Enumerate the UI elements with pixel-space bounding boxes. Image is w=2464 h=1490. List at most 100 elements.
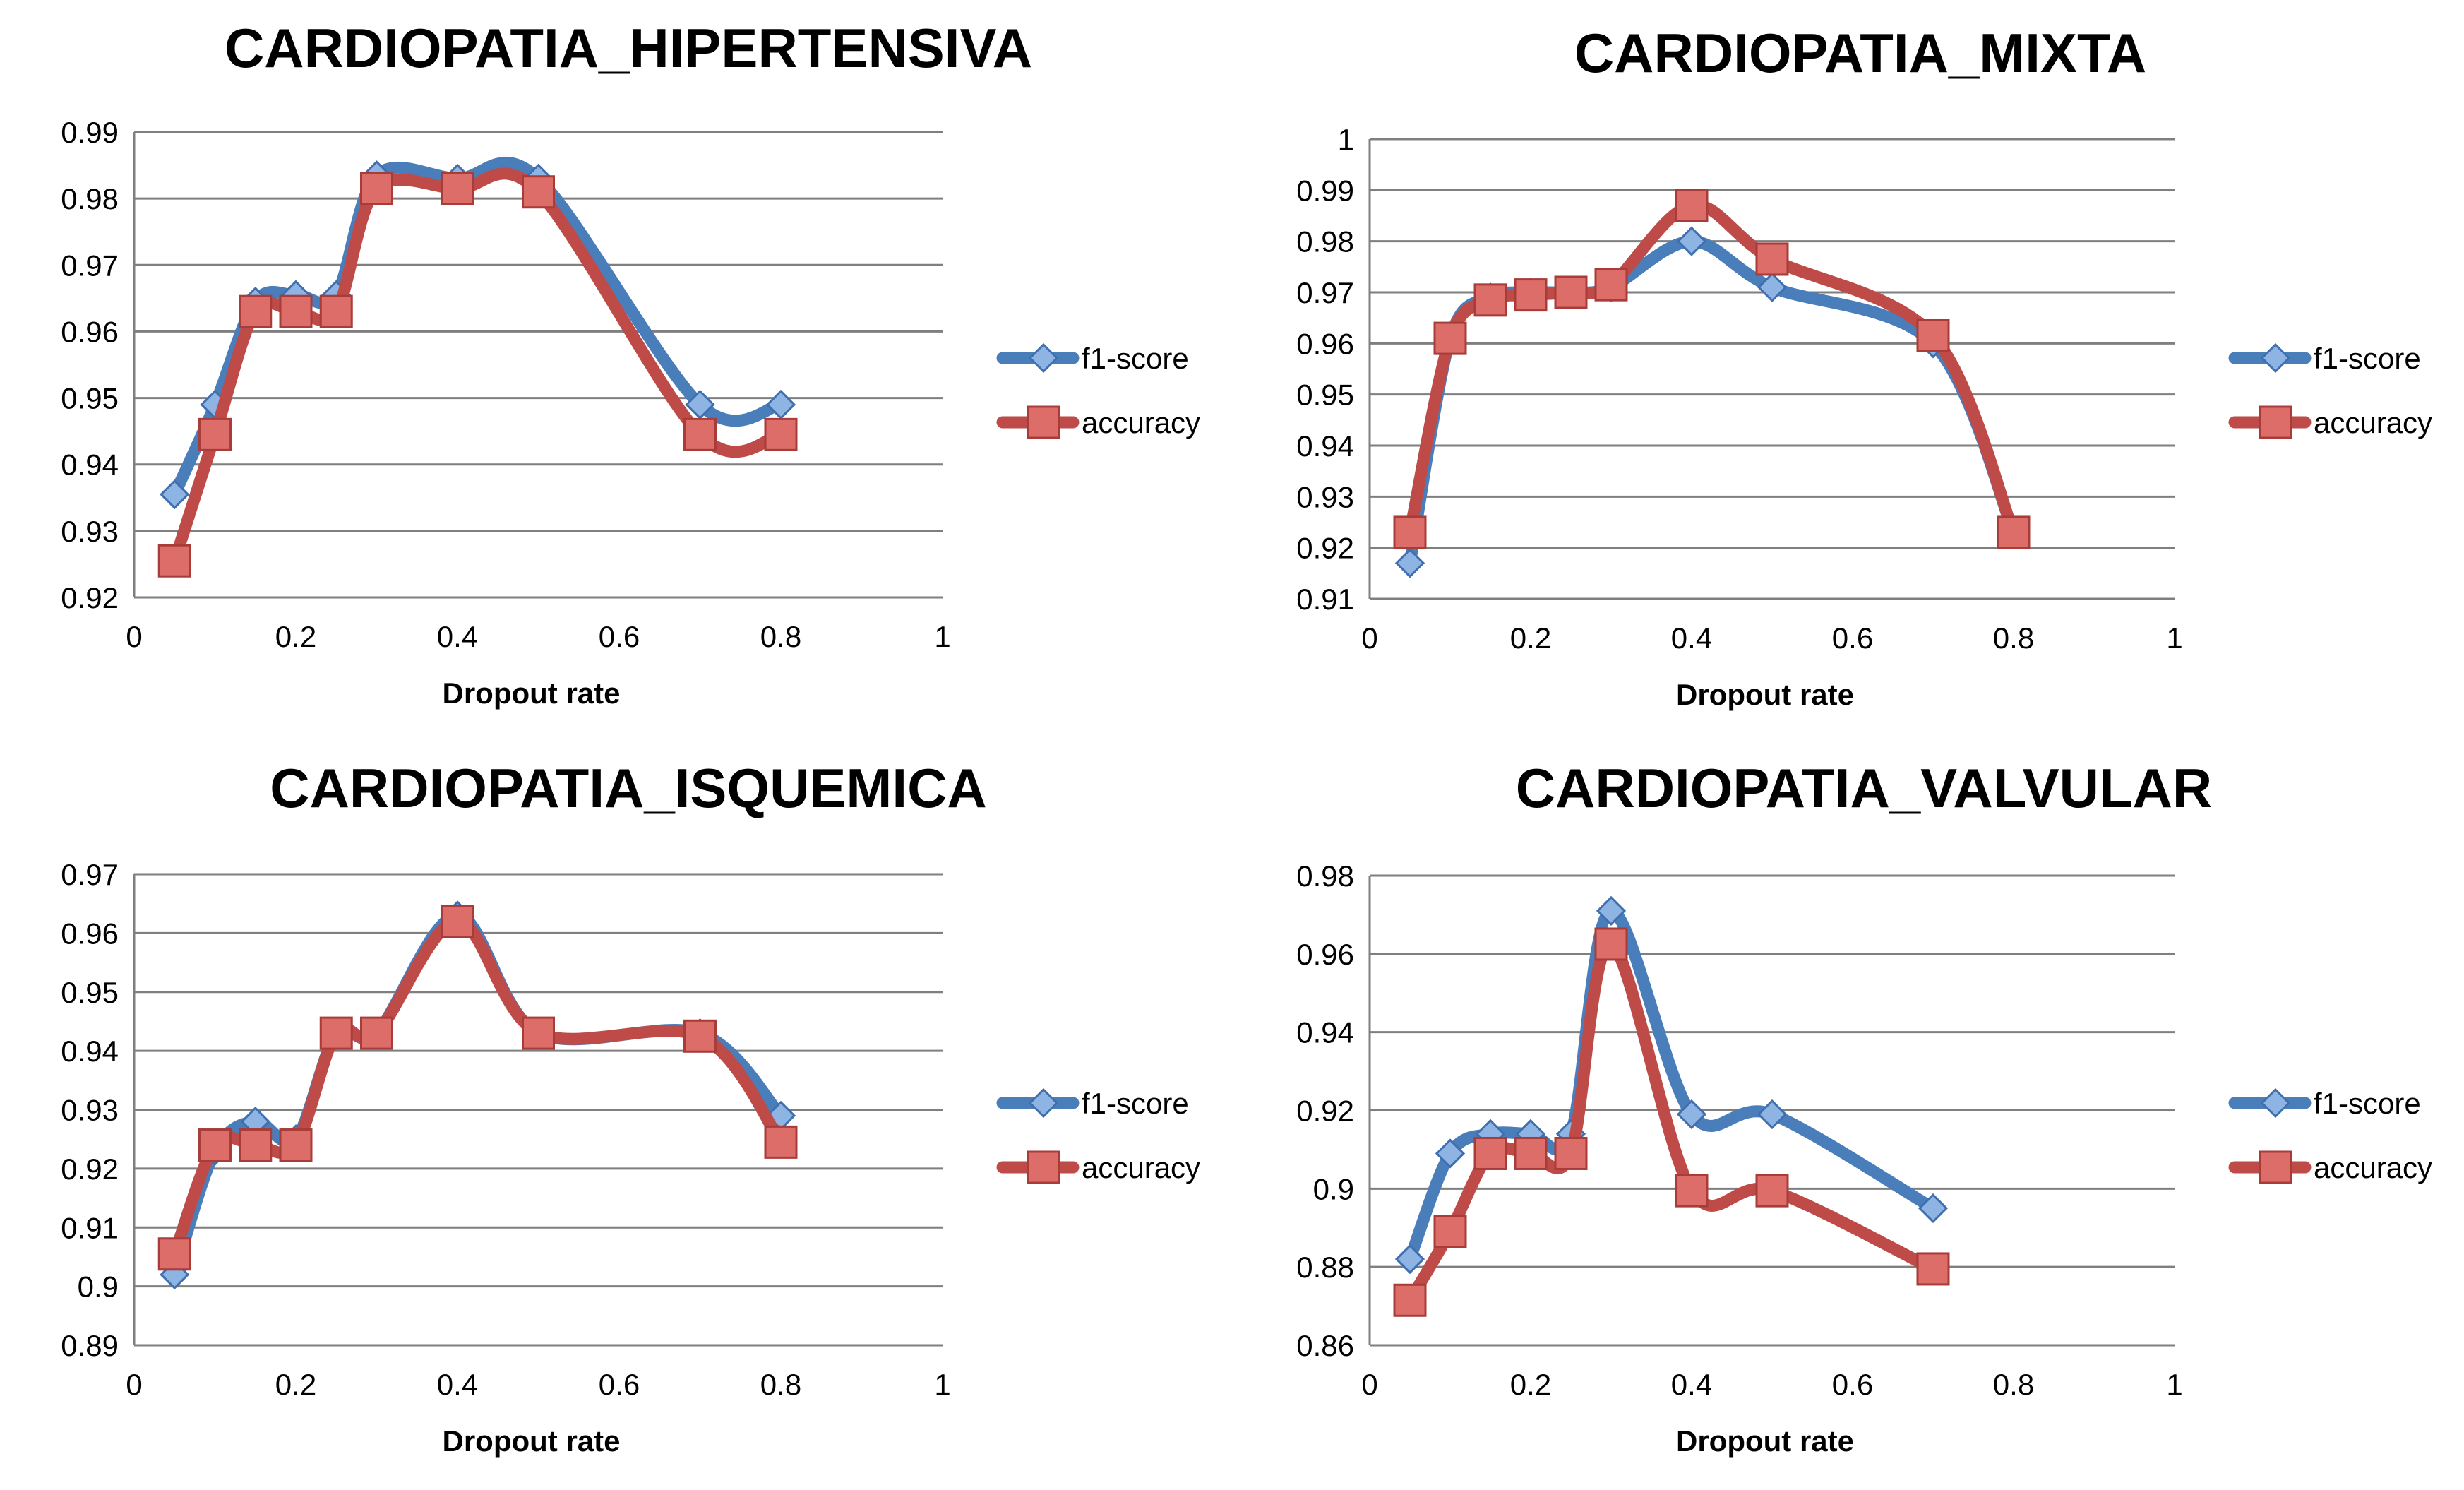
data-point-accuracy bbox=[441, 905, 474, 938]
legend-label: f1-score bbox=[1082, 342, 1189, 375]
data-point-accuracy bbox=[1554, 275, 1588, 309]
y-tick-label: 0.96 bbox=[1296, 938, 1354, 971]
data-point-accuracy bbox=[157, 544, 191, 578]
data-point-accuracy bbox=[1997, 515, 2031, 549]
series-accuracy bbox=[157, 905, 798, 1271]
data-point-f1-score bbox=[1596, 895, 1627, 926]
data-point-accuracy bbox=[1514, 278, 1548, 312]
data-point-accuracy bbox=[279, 1128, 313, 1162]
y-tick-label: 0.9 bbox=[1313, 1172, 1354, 1205]
y-tick-label: 0.97 bbox=[61, 858, 119, 891]
x-axis-title: Dropout rate bbox=[443, 1424, 621, 1458]
x-tick-label: 0.6 bbox=[1832, 1368, 1873, 1401]
legend-marker bbox=[1028, 342, 1059, 374]
series-line-accuracy bbox=[1404, 938, 1939, 1306]
legend-marker bbox=[1027, 1150, 1060, 1184]
x-tick-label: 1 bbox=[934, 1368, 950, 1401]
data-point-accuracy bbox=[1594, 927, 1628, 961]
data-point-accuracy bbox=[360, 1016, 393, 1050]
data-point-f1-score bbox=[1435, 1138, 1466, 1169]
y-tick-label: 0.96 bbox=[61, 315, 119, 348]
data-point-accuracy bbox=[1473, 283, 1507, 317]
y-tick-label: 0.93 bbox=[1296, 480, 1354, 513]
chart-title: CARDIOPATIA_HIPERTENSIVA bbox=[225, 17, 1032, 79]
x-tick-label: 0.4 bbox=[437, 620, 478, 653]
y-tick-label: 0.96 bbox=[1296, 327, 1354, 360]
y-tick-label: 0.98 bbox=[1296, 859, 1354, 893]
y-tick-label: 0.93 bbox=[61, 515, 119, 548]
legend-entry-f1-score: f1-score bbox=[996, 342, 1189, 375]
x-tick-label: 0.4 bbox=[1671, 621, 1712, 655]
legend-marker bbox=[1028, 1087, 1059, 1119]
chart-panel-valvular: CARDIOPATIA_VALVULAR 0.86 0.88 0.9 0.92 0.94 0… bbox=[1232, 745, 2464, 1490]
data-point-f1-score bbox=[1676, 226, 1707, 256]
legend-marker bbox=[2259, 405, 2292, 439]
chart-panel-isquemica: CARDIOPATIA_ISQUEMICA 0.89 0.9 0.91 0.92 0.93… bbox=[0, 745, 1232, 1490]
data-point-accuracy bbox=[279, 294, 313, 328]
x-tick-label: 1 bbox=[2166, 1368, 2182, 1401]
series-f1-score bbox=[160, 156, 796, 510]
series-accuracy bbox=[1393, 189, 2031, 549]
data-point-accuracy bbox=[1916, 1252, 1950, 1286]
data-point-accuracy bbox=[1554, 1136, 1588, 1170]
y-tick-label: 0.99 bbox=[1296, 174, 1354, 207]
data-point-accuracy bbox=[360, 172, 393, 205]
chart-svg-2: CARDIOPATIA_ISQUEMICA 0.89 0.9 0.91 0.92 0.93… bbox=[61, 757, 1200, 1458]
data-point-accuracy bbox=[764, 1125, 798, 1159]
data-point-f1-score bbox=[1918, 1193, 1949, 1224]
legend-label: f1-score bbox=[2314, 342, 2421, 375]
legend-label: accuracy bbox=[2314, 406, 2432, 439]
y-tick-label: 0.99 bbox=[61, 116, 119, 149]
legend-label: accuracy bbox=[1082, 406, 1200, 439]
series-line-f1-score bbox=[168, 909, 787, 1281]
x-axis-title: Dropout rate bbox=[1676, 678, 1854, 711]
y-tick-label: 0.9 bbox=[78, 1270, 119, 1304]
legend-entry-accuracy: accuracy bbox=[996, 405, 1200, 439]
y-tick-label: 0.92 bbox=[1296, 532, 1354, 565]
data-point-accuracy bbox=[1433, 1215, 1467, 1248]
data-point-accuracy bbox=[522, 175, 555, 209]
chart-title: CARDIOPATIA_ISQUEMICA bbox=[270, 757, 987, 819]
data-point-accuracy bbox=[1675, 1174, 1709, 1208]
chart-title: CARDIOPATIA_MIXTA bbox=[1574, 22, 2146, 84]
data-point-accuracy bbox=[1473, 1136, 1507, 1170]
chart-panel-mixta: CARDIOPATIA_MIXTA 0.91 0.92 0.93 0.94 0.95 0.9… bbox=[1232, 0, 2464, 745]
y-tick-label: 0.89 bbox=[61, 1329, 119, 1362]
x-tick-label: 0.8 bbox=[1993, 621, 2034, 655]
y-tick-label: 0.97 bbox=[61, 249, 119, 282]
x-tick-label: 0.6 bbox=[599, 1368, 640, 1401]
series-line-f1-score bbox=[1404, 905, 1939, 1265]
x-tick-label: 0.6 bbox=[599, 620, 640, 653]
legend-label: f1-score bbox=[1082, 1087, 1189, 1120]
legend-label: accuracy bbox=[1082, 1151, 1200, 1184]
x-tick-label: 0 bbox=[1361, 621, 1377, 655]
data-point-accuracy bbox=[1755, 1174, 1789, 1208]
y-tick-label: 0.95 bbox=[61, 976, 119, 1009]
y-tick-label: 1 bbox=[1338, 123, 1354, 156]
series-line-accuracy bbox=[168, 167, 787, 567]
legend-marker bbox=[2259, 1150, 2292, 1184]
data-point-accuracy bbox=[198, 1128, 232, 1162]
data-point-accuracy bbox=[1675, 189, 1709, 222]
x-tick-label: 0.4 bbox=[437, 1368, 478, 1401]
y-tick-label: 0.91 bbox=[1296, 583, 1354, 616]
chart-panel-hipertensiva: CARDIOPATIA_HIPERTENSIVA 0.92 0.93 0.94 0.95… bbox=[0, 0, 1232, 745]
data-point-accuracy bbox=[157, 1237, 191, 1271]
y-tick-label: 0.92 bbox=[1296, 1095, 1354, 1128]
x-tick-label: 0.2 bbox=[1510, 621, 1551, 655]
x-tick-label: 1 bbox=[934, 620, 950, 653]
y-tick-label: 0.95 bbox=[1296, 379, 1354, 412]
y-tick-label: 0.93 bbox=[61, 1094, 119, 1127]
y-tick-label: 0.94 bbox=[61, 1035, 119, 1068]
y-tick-label: 0.97 bbox=[1296, 276, 1354, 309]
data-point-accuracy bbox=[1514, 1136, 1548, 1170]
x-tick-label: 0.8 bbox=[760, 1368, 801, 1401]
chart-svg-0: CARDIOPATIA_HIPERTENSIVA 0.92 0.93 0.94 0.95… bbox=[61, 17, 1200, 710]
data-point-accuracy bbox=[198, 417, 232, 451]
y-tick-label: 0.96 bbox=[61, 917, 119, 950]
legend-label: f1-score bbox=[2314, 1087, 2421, 1120]
x-tick-label: 0 bbox=[126, 1368, 142, 1401]
y-tick-label: 0.98 bbox=[61, 182, 119, 215]
data-point-f1-score bbox=[1394, 548, 1425, 578]
y-tick-label: 0.94 bbox=[61, 448, 119, 482]
